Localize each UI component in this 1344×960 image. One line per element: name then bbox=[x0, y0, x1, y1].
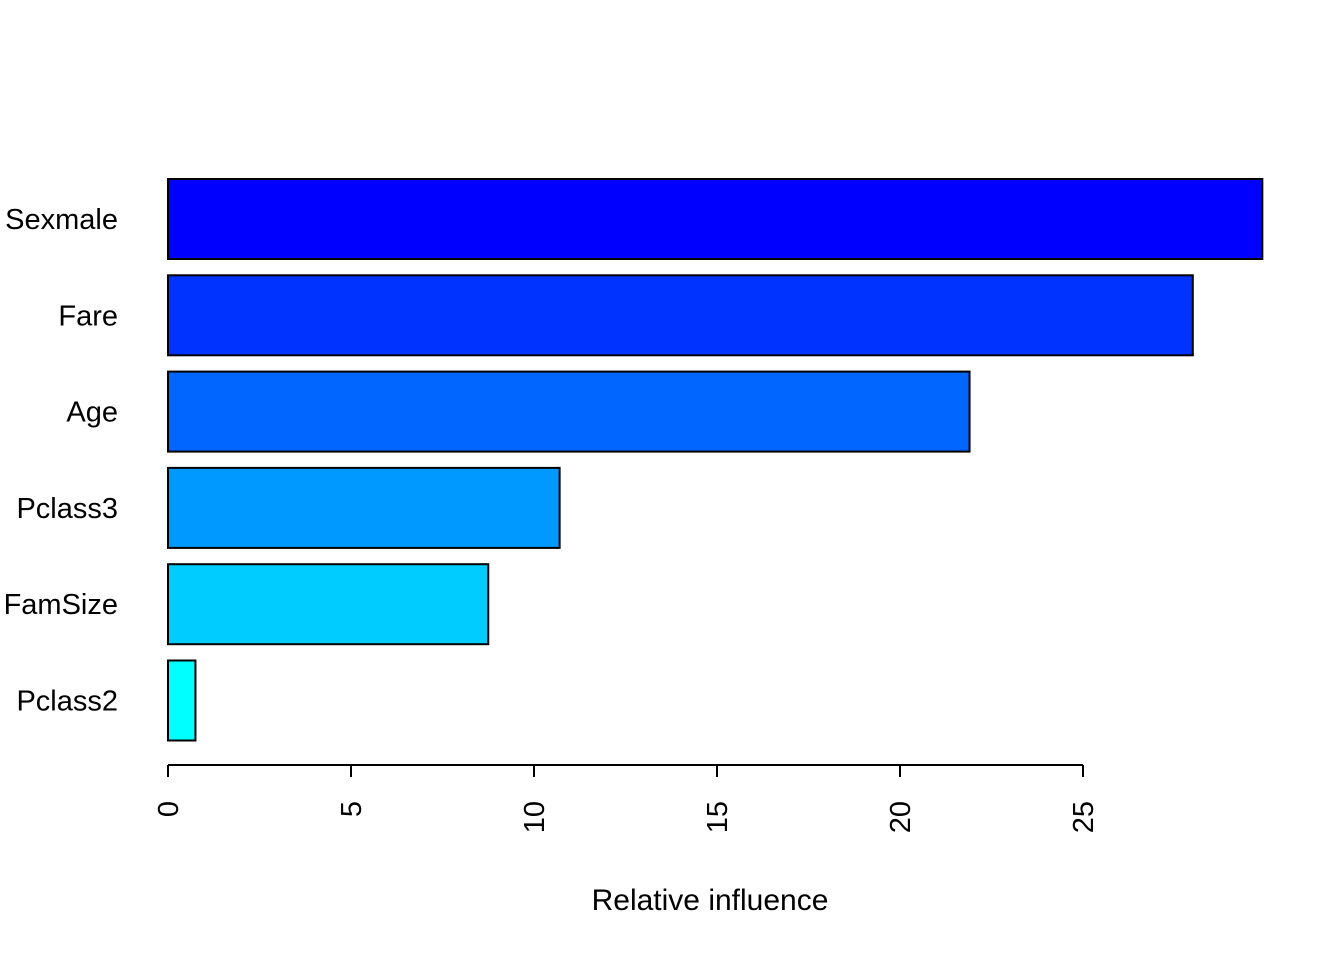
category-label-fare: Fare bbox=[58, 300, 118, 332]
bars-group bbox=[167, 178, 1264, 742]
category-label-famsize: FamSize bbox=[4, 589, 118, 621]
x-tick-label-25: 25 bbox=[1068, 801, 1100, 833]
bar-pclass3 bbox=[167, 466, 561, 549]
x-tick-label-20: 20 bbox=[885, 801, 917, 833]
bar-famsize bbox=[167, 563, 490, 646]
x-axis-title: Relative influence bbox=[592, 884, 829, 917]
bar-age bbox=[167, 370, 971, 453]
category-label-age: Age bbox=[66, 397, 118, 429]
bar-fare bbox=[167, 274, 1194, 357]
bar-pclass2 bbox=[167, 659, 197, 742]
x-tick-label-15: 15 bbox=[702, 801, 734, 833]
category-label-pclass3: Pclass3 bbox=[16, 493, 118, 525]
category-label-sexmale: Sexmale bbox=[5, 204, 118, 236]
x-tick-label-5: 5 bbox=[336, 801, 368, 817]
x-axis: 0 5 10 15 20 25 bbox=[153, 764, 1100, 833]
category-label-pclass2: Pclass2 bbox=[16, 686, 118, 718]
x-tick-label-10: 10 bbox=[519, 801, 551, 833]
category-labels-group: Sexmale Fare Age Pclass3 FamSize Pclass2 bbox=[4, 204, 118, 718]
x-tick-label-0: 0 bbox=[153, 801, 185, 817]
bar-sexmale bbox=[167, 178, 1264, 260]
